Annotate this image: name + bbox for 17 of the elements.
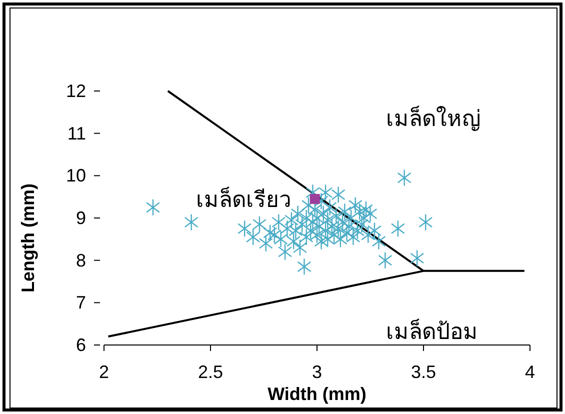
x-tick-label: 4 <box>524 362 536 382</box>
x-axis-title: Width (mm) <box>268 384 366 404</box>
y-tick-label: 8 <box>76 250 86 270</box>
y-tick-label: 7 <box>76 292 86 313</box>
y-tick-label: 6 <box>76 335 86 355</box>
y-axis-title: Length (mm) <box>18 184 38 292</box>
x-tick-label: 3.5 <box>410 362 436 382</box>
x-tick-label: 2 <box>98 362 110 382</box>
y-tick-label: 12 <box>66 81 86 101</box>
annotation: เมล็ดป้อม <box>386 317 478 344</box>
annotation: เมล็ดเรียว <box>196 185 291 212</box>
x-tick-label: 3 <box>312 362 322 382</box>
y-tick-label: 11 <box>67 123 86 144</box>
annotation: เมล็ดใหญ่ <box>386 104 481 131</box>
y-tick-label: 9 <box>76 208 86 228</box>
y-tick-label: 10 <box>66 166 86 186</box>
x-tick-label: 2.5 <box>198 362 224 382</box>
